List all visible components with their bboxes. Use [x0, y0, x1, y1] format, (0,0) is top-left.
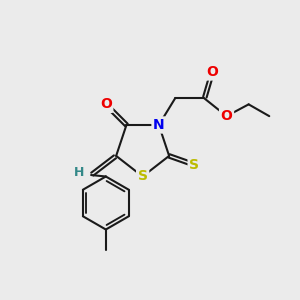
Text: H: H [74, 166, 84, 179]
Text: O: O [100, 98, 112, 111]
Text: O: O [206, 65, 218, 79]
Text: S: S [138, 169, 148, 184]
Text: O: O [220, 109, 232, 123]
Text: S: S [189, 158, 199, 172]
Text: N: N [153, 118, 165, 132]
